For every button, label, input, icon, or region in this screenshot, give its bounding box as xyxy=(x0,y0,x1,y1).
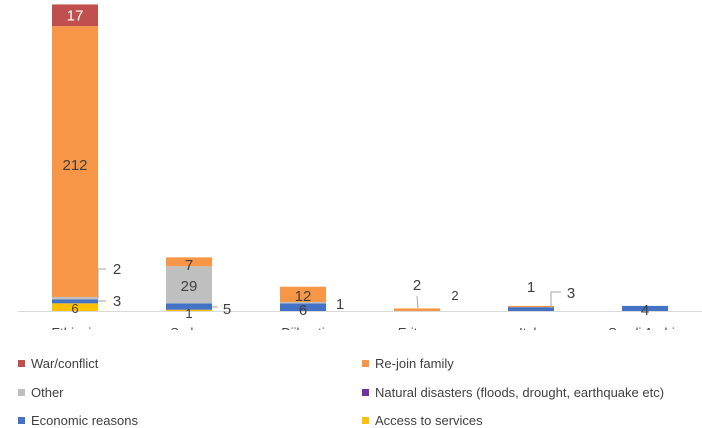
legend-item-other: Other xyxy=(18,385,64,400)
legend-label: Economic reasons xyxy=(31,413,138,428)
bar-djibouti-other xyxy=(280,302,326,304)
x-tick-label: Saudi Arabia xyxy=(608,325,682,330)
x-tick-label: Eritrea xyxy=(398,325,437,330)
bar-ethiopia-war-conflict xyxy=(52,4,98,27)
data-label-leader xyxy=(550,291,561,308)
bar-sudan-other xyxy=(166,266,212,304)
data-label: 2 xyxy=(413,277,421,294)
data-label: 2 xyxy=(113,261,121,278)
legend-item-war-conflict: War/conflict xyxy=(18,356,98,371)
bar-sudan-access-to-services xyxy=(166,309,212,311)
legend-swatch xyxy=(18,389,25,396)
data-label: 3 xyxy=(567,285,575,302)
legend-swatch xyxy=(362,389,369,396)
data-label: 3 xyxy=(113,293,121,310)
bar-eritrea-re-join-family xyxy=(394,308,440,311)
legend-label: Other xyxy=(31,385,64,400)
bar-ethiopia-other xyxy=(52,296,98,300)
data-label: 2 xyxy=(451,288,458,303)
data-label: 5 xyxy=(223,301,231,318)
bar-ethiopia-re-join-family xyxy=(52,26,98,297)
legend-item-economic-reasons: Economic reasons xyxy=(18,413,138,428)
legend-item-rejoin-family: Re-join family xyxy=(362,356,454,371)
legend-item-natural-disasters: Natural disasters (floods, drought, eart… xyxy=(362,385,664,400)
legend-label: Natural disasters (floods, drought, eart… xyxy=(375,385,665,400)
legend-swatch xyxy=(362,360,369,367)
data-label-leader xyxy=(97,268,106,299)
bar-italy-economic-reasons xyxy=(508,307,554,311)
x-tick-label: Italy xyxy=(519,325,543,330)
data-label-leader xyxy=(416,295,419,309)
data-label: 7 xyxy=(185,257,193,274)
bar-djibouti-re-join-family xyxy=(280,286,326,303)
legend-label: Access to services xyxy=(375,413,483,428)
chart-legend: War/conflict Re-join family Other Natura… xyxy=(0,354,702,428)
legend-swatch xyxy=(18,360,25,367)
data-label: 212 xyxy=(62,157,87,174)
bar-ethiopia-access-to-services xyxy=(52,303,98,311)
bar-italy-re-join-family xyxy=(508,305,554,308)
legend-swatch xyxy=(18,417,25,424)
data-label: 1 xyxy=(336,296,344,313)
data-label: 1 xyxy=(185,306,192,321)
data-label: 29 xyxy=(181,278,198,295)
bar-sudan-economic-reasons xyxy=(166,303,212,310)
data-label: 17 xyxy=(67,7,84,24)
bar-saudi-arabia-economic-reasons xyxy=(622,305,668,311)
legend-swatch xyxy=(362,417,369,424)
data-label: 6 xyxy=(71,301,78,316)
bar-djibouti-economic-reasons xyxy=(280,303,326,311)
stacked-bar-chart: Ethiopia Sudan Djibouti Eritrea Italy Saudi A… xyxy=(18,4,702,330)
x-tick-label: Sudan xyxy=(170,325,208,330)
bar-ethiopia-economic-reasons xyxy=(52,299,98,304)
data-label: 12 xyxy=(295,288,312,305)
x-tick-label: Ethiopia xyxy=(52,325,100,330)
data-label: 6 xyxy=(299,302,307,319)
data-label: 1 xyxy=(527,279,535,296)
legend-label: Re-join family xyxy=(375,356,454,371)
data-label: 4 xyxy=(641,302,649,319)
x-tick-label: Djibouti xyxy=(281,325,324,330)
legend-label: War/conflict xyxy=(31,356,99,371)
legend-item-access-to-services: Access to services xyxy=(362,413,483,428)
bar-sudan-re-join-family xyxy=(166,257,212,267)
